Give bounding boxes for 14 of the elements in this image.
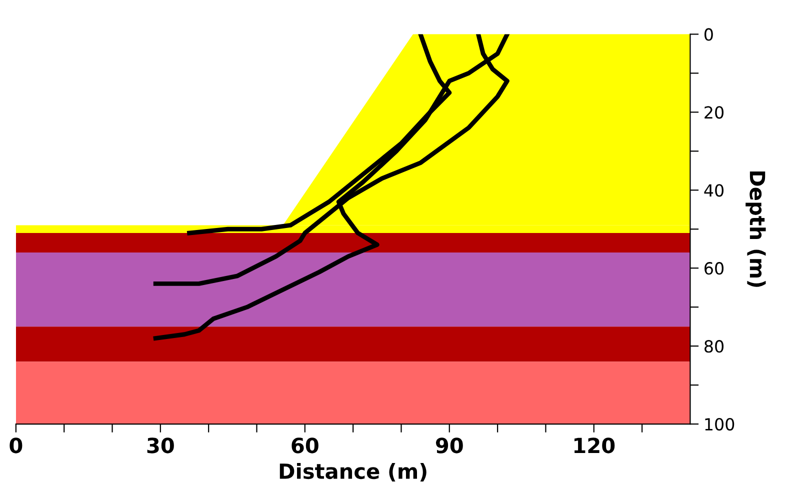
- line-series: [153, 34, 510, 340]
- x-tick-label: 90: [436, 438, 463, 454]
- y-tick-label: 60: [704, 262, 724, 275]
- x-tick-label: 120: [574, 438, 615, 454]
- x-tick-label: 0: [10, 438, 22, 454]
- x-tick-label: 60: [292, 438, 318, 454]
- y-axis-title: Depth (m): [746, 171, 766, 287]
- y-tick-label: 20: [704, 106, 724, 119]
- y-tick-label: 0: [704, 28, 713, 41]
- y-tick-label: 100: [705, 418, 734, 431]
- y-tick-label: 80: [704, 340, 724, 353]
- y-tick-label: 40: [704, 184, 724, 197]
- x-axis-title: Distance (m): [280, 462, 426, 482]
- x-tick-label: 30: [147, 438, 174, 454]
